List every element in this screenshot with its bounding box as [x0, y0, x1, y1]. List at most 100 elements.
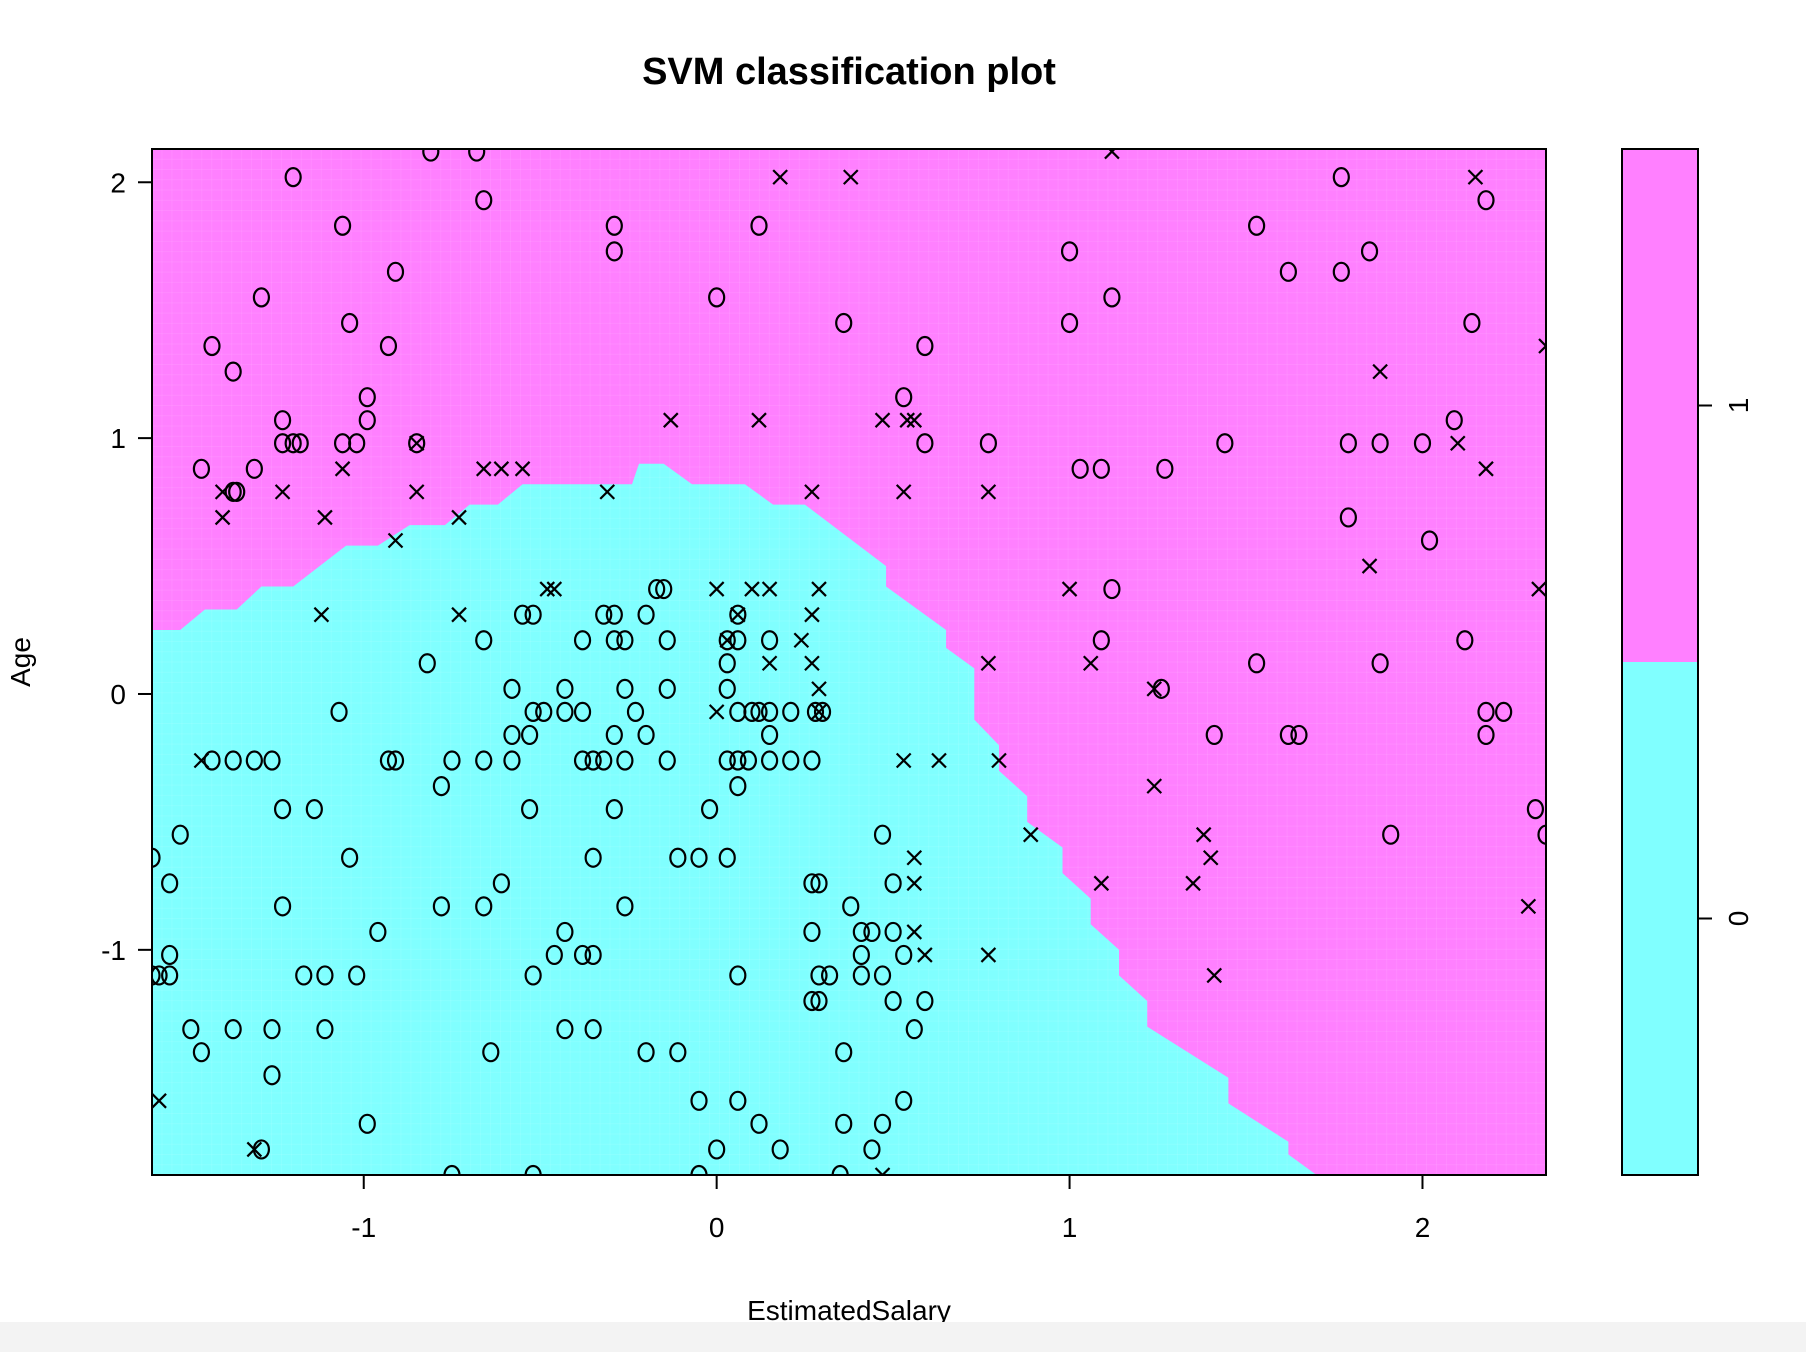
- x-tick-label: 0: [709, 1212, 725, 1243]
- class-0-point: [637, 724, 655, 746]
- class-0-point: [820, 965, 839, 986]
- y-tick-label: -1: [101, 935, 126, 966]
- class-0-point: [513, 604, 532, 625]
- class-1-point: [1104, 149, 1120, 160]
- class-1-point: [599, 484, 616, 500]
- class-1-point: [761, 655, 778, 672]
- class-0-point: [760, 724, 779, 746]
- class-0-point: [524, 1164, 542, 1175]
- x-tick-label: -1: [351, 1212, 376, 1243]
- class-0-point: [556, 921, 574, 943]
- class-0-point: [1060, 312, 1079, 334]
- class-0-point: [637, 1042, 655, 1063]
- class-1-point: [475, 461, 492, 477]
- class-0-point: [806, 701, 825, 722]
- class-0-point: [729, 775, 747, 797]
- class-0-point: [521, 724, 539, 746]
- class-1-point: [991, 752, 1007, 769]
- class-0-point: [475, 630, 493, 651]
- class-1-point: [811, 704, 827, 720]
- class-0-point: [432, 896, 450, 917]
- class-1-point: [744, 581, 760, 597]
- class-1-point: [663, 412, 679, 428]
- class-1-point: [1185, 875, 1201, 892]
- class-0-point: [305, 799, 323, 820]
- class-0-point: [584, 750, 602, 771]
- class-0-point: [556, 678, 574, 699]
- class-0-point: [203, 750, 221, 771]
- class-1-point: [493, 461, 510, 477]
- class-0-point: [782, 750, 800, 771]
- class-1-point: [1478, 461, 1494, 477]
- class-0-point: [669, 1042, 687, 1063]
- class-0-point: [750, 701, 768, 722]
- class-1-point: [1082, 655, 1099, 672]
- class-0-point: [418, 653, 436, 674]
- class-0-point: [341, 312, 359, 334]
- class-0-point: [408, 433, 426, 454]
- class-1-point: [931, 752, 947, 769]
- class-0-point: [708, 1139, 726, 1160]
- class-0-point: [895, 387, 913, 408]
- class-0-point: [1456, 630, 1474, 651]
- class-0-point: [760, 750, 779, 771]
- class-0-point: [718, 847, 736, 868]
- class-0-point: [810, 990, 828, 1012]
- class-0-point: [348, 965, 366, 986]
- class-0-point: [573, 944, 592, 966]
- class-1-point: [334, 461, 351, 477]
- class-0-point: [1339, 507, 1357, 528]
- class-0-point: [443, 750, 461, 771]
- class-0-point: [379, 750, 398, 771]
- class-0-point: [386, 750, 405, 771]
- class-0-point: [1332, 167, 1350, 188]
- class-0-point: [1103, 287, 1121, 308]
- class-0-point: [750, 1113, 768, 1134]
- class-0-point: [863, 1139, 881, 1160]
- class-0-point: [1371, 433, 1389, 454]
- class-0-point: [810, 873, 828, 894]
- class-1-point: [193, 752, 210, 769]
- class-0-point: [492, 873, 510, 894]
- class-0-point: [690, 1164, 708, 1175]
- class-0-point: [658, 678, 676, 699]
- class-1-point: [906, 412, 923, 428]
- class-0-point: [655, 578, 673, 600]
- class-0-point: [1071, 458, 1089, 479]
- class-0-point: [916, 335, 934, 357]
- class-0-point: [1477, 724, 1495, 746]
- class-0-point: [475, 190, 493, 211]
- class-1-point: [408, 435, 425, 452]
- class-0-point: [358, 410, 376, 431]
- class-0-point: [316, 965, 334, 986]
- class-0-point: [803, 990, 821, 1012]
- class-1-point: [899, 412, 916, 428]
- class-0-point: [626, 701, 645, 722]
- class-0-point: [1526, 799, 1545, 820]
- class-0-point: [468, 149, 486, 162]
- class-0-point: [1279, 261, 1297, 282]
- class-0-point: [1092, 630, 1110, 651]
- class-0-point: [524, 965, 542, 986]
- class-0-point: [895, 944, 913, 966]
- class-0-point: [1103, 578, 1121, 600]
- class-0-point: [573, 750, 592, 771]
- class-1-point: [214, 484, 231, 500]
- class-0-point: [422, 149, 440, 162]
- class-0-point: [729, 1090, 747, 1111]
- class-0-point: [1248, 215, 1266, 236]
- class-0-point: [584, 944, 602, 966]
- class-0-point: [729, 604, 747, 625]
- class-1-point: [1202, 849, 1219, 866]
- class-0-point: [291, 433, 309, 454]
- class-0-point: [273, 896, 292, 917]
- class-0-point: [750, 215, 768, 236]
- class-0-point: [863, 921, 881, 943]
- class-0-point: [616, 678, 634, 699]
- class-1-point: [451, 509, 467, 526]
- y-axis: -1 0 1 2: [101, 167, 152, 966]
- class-1-point: [1195, 826, 1212, 843]
- class-0-point: [521, 799, 539, 820]
- y-tick-label: 1: [110, 423, 126, 454]
- class-0-point: [1445, 410, 1463, 431]
